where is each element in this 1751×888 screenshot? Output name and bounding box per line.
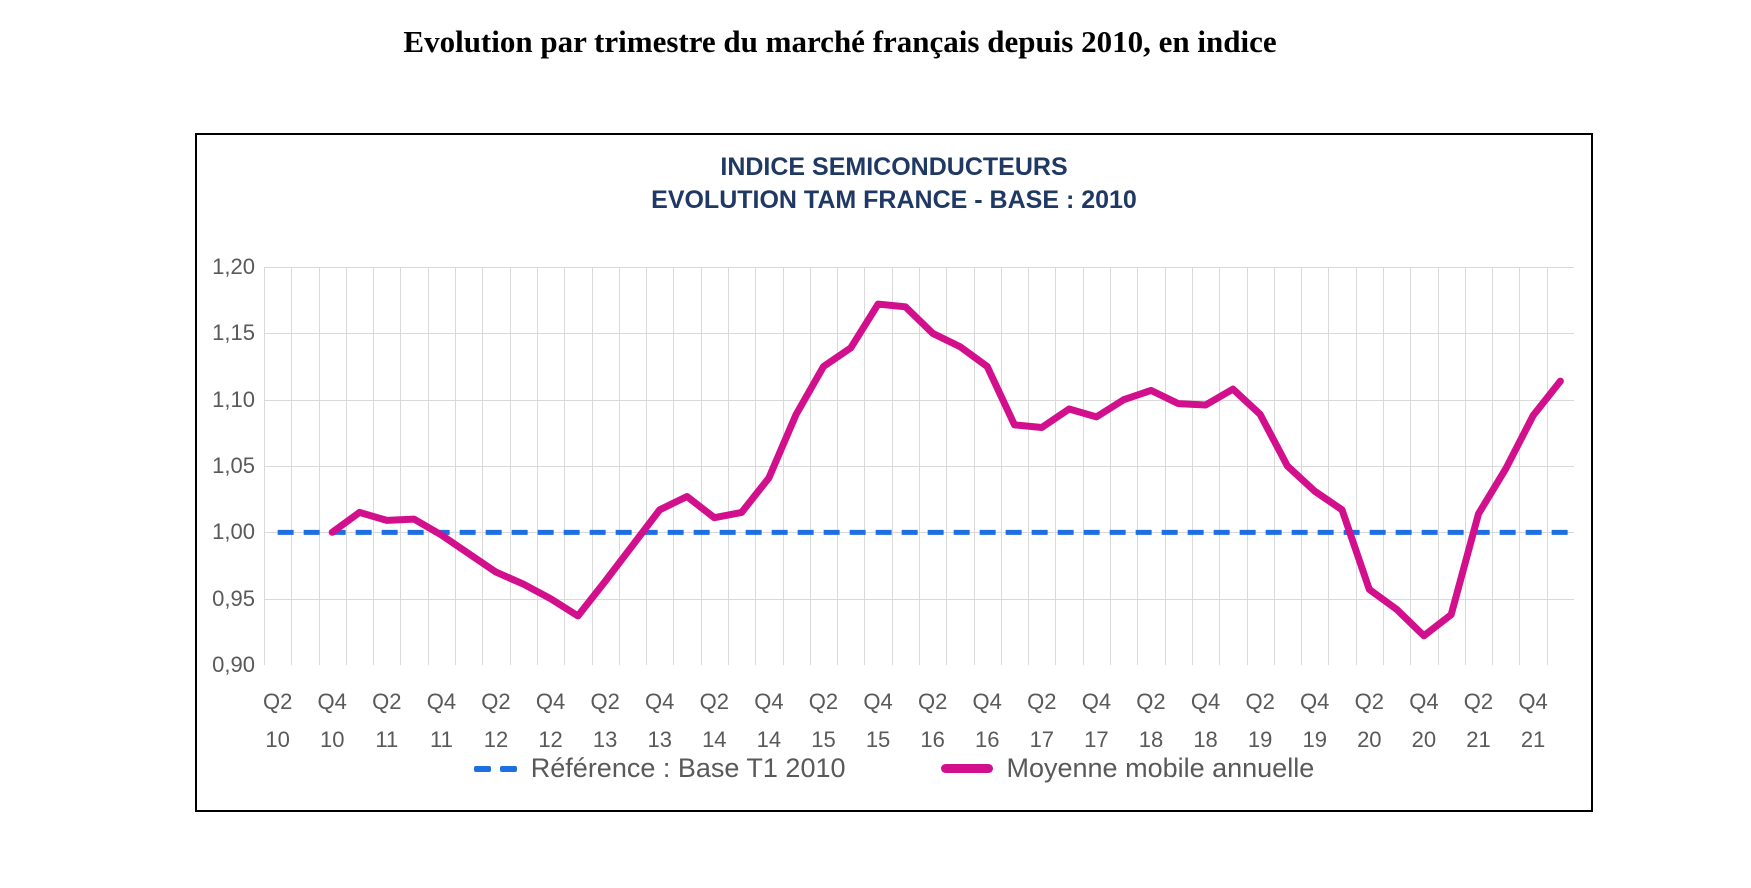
x-tick-label: Q2 12 <box>481 689 511 752</box>
chart-title-line1: INDICE SEMICONDUCTEURS <box>720 153 1068 181</box>
x-tick-label: Q4 21 <box>1518 689 1548 752</box>
plot-area <box>264 267 1575 666</box>
x-tick-label: Q2 17 <box>1027 689 1057 752</box>
x-tick-label: Q2 19 <box>1245 689 1275 752</box>
chart-legend: Référence : Base T1 2010 Moyenne mobile … <box>197 753 1591 784</box>
x-tick-label: Q4 17 <box>1081 689 1112 752</box>
x-tick-label: Q4 15 <box>863 689 893 752</box>
x-tick-label: Q2 18 <box>1136 689 1166 752</box>
x-tick-label: Q4 16 <box>972 689 1002 752</box>
x-tick-label: Q2 13 <box>590 689 620 752</box>
x-tick-label: Q4 13 <box>645 689 675 752</box>
y-tick-label: 0,95 <box>212 585 255 611</box>
y-tick-label: 1,10 <box>212 386 255 412</box>
x-tick-label: Q2 16 <box>917 689 948 752</box>
x-tick-label: Q2 14 <box>699 689 729 752</box>
chart-title-line2: EVOLUTION TAM FRANCE - BASE : 2010 <box>651 186 1137 214</box>
line-chart-plot <box>264 267 1575 666</box>
x-tick-label: Q4 11 <box>426 689 457 752</box>
page-title: Evolution par trimestre du marché frança… <box>403 24 1277 59</box>
x-tick-label: Q2 21 <box>1463 689 1494 752</box>
legend-series-label: Moyenne mobile annuelle <box>1006 753 1315 783</box>
x-tick-label: Q2 15 <box>808 689 839 752</box>
series-line-swatch <box>940 764 993 773</box>
y-tick-label: 1,20 <box>212 254 255 279</box>
y-tick-label: 0,90 <box>212 652 255 677</box>
chart-frame: INDICE SEMICONDUCTEURS EVOLUTION TAM FRA… <box>195 133 1593 812</box>
x-tick-label: Q4 20 <box>1409 689 1439 752</box>
x-tick-label: Q2 20 <box>1354 689 1384 752</box>
x-tick-label: Q4 19 <box>1300 689 1330 752</box>
x-tick-label: Q4 10 <box>317 689 347 752</box>
legend-reference-label: Référence : Base T1 2010 <box>530 753 846 783</box>
chart-title: INDICE SEMICONDUCTEURS EVOLUTION TAM FRA… <box>197 151 1591 217</box>
y-tick-label: 1,05 <box>212 453 255 478</box>
x-tick-label: Q2 10 <box>262 689 293 752</box>
series-line <box>328 300 1564 640</box>
x-tick-label: Q4 18 <box>1190 689 1221 752</box>
x-tick-label: Q2 11 <box>372 689 402 752</box>
legend-entry-series: Moyenne mobile annuelle <box>940 753 1315 784</box>
y-tick-label: 1,00 <box>212 519 255 545</box>
reference-dashed-line-swatch <box>473 765 517 772</box>
x-tick-label: Q4 12 <box>535 689 566 752</box>
y-tick-label: 1,15 <box>212 320 255 346</box>
x-tick-label: Q4 14 <box>754 689 784 752</box>
legend-entry-reference: Référence : Base T1 2010 <box>473 753 846 784</box>
